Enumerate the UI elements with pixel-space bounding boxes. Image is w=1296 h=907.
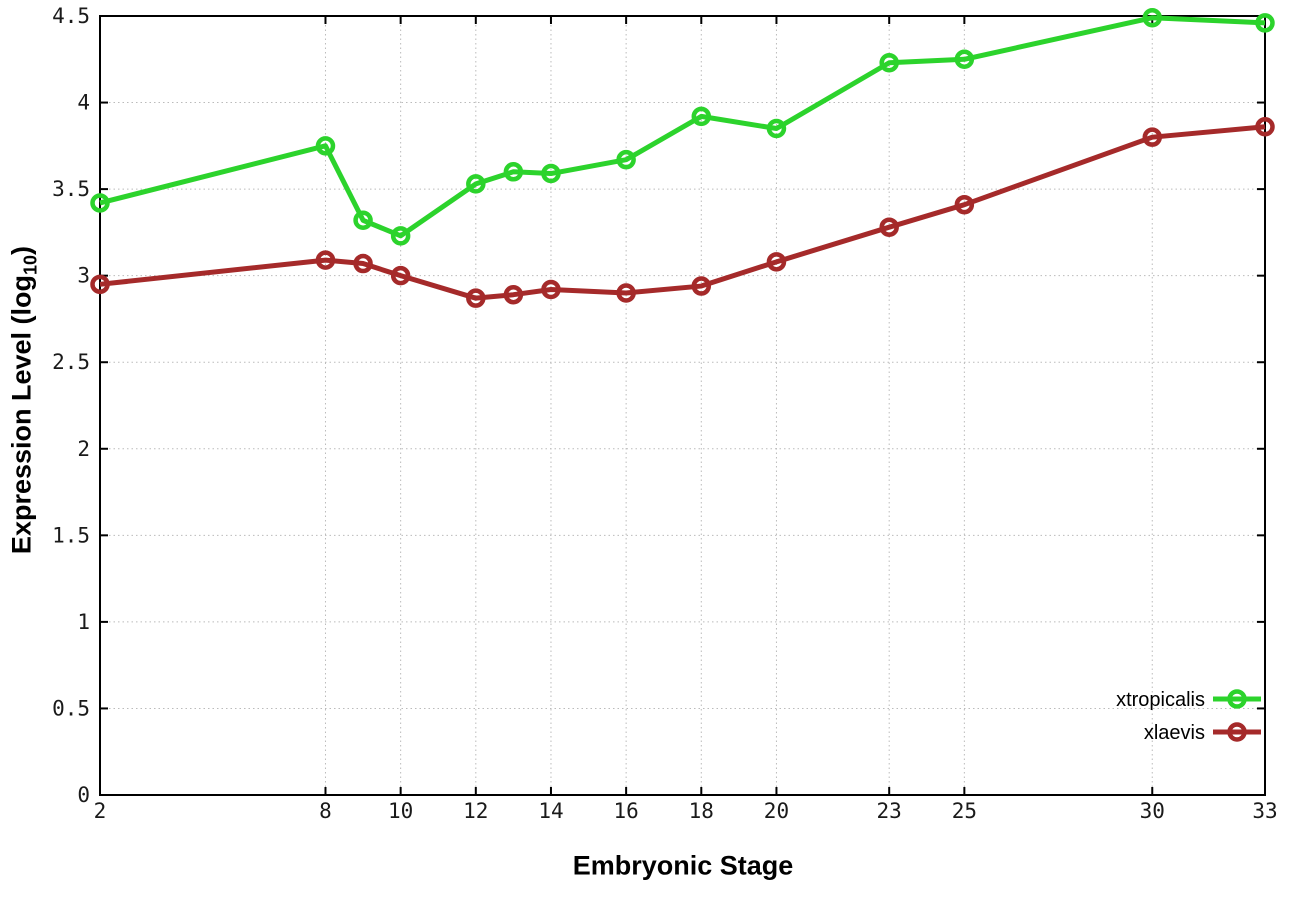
xtropicalis-line	[99, 15, 1266, 239]
xlaevis-marker	[315, 250, 336, 270]
xtropicalis-marker	[315, 136, 336, 156]
series-xlaevis	[90, 117, 1275, 308]
x-tick-label: 8	[319, 799, 332, 823]
x-axis-title: Embryonic Stage	[572, 850, 794, 881]
x-tick-label: 12	[463, 799, 488, 823]
xtropicalis-marker	[691, 106, 712, 127]
xtropicalis-marker	[1255, 13, 1275, 33]
legend-sample-marker-xlaevis	[1227, 722, 1247, 742]
xtropicalis-marker	[616, 149, 636, 170]
y-tick-label: 2.5	[52, 350, 90, 374]
y-tick-label: 3	[77, 264, 90, 288]
y-tick-label: 3.5	[52, 177, 90, 201]
y-axis-title-suffix: )	[6, 245, 37, 255]
legend-label-xtropicalis: xtropicalis	[1116, 689, 1205, 711]
xlaevis-marker	[954, 194, 975, 215]
xtropicalis-marker	[879, 52, 899, 73]
xlaevis-marker	[390, 265, 411, 286]
xlaevis-marker	[541, 279, 561, 300]
xlaevis-marker	[503, 284, 524, 305]
xtropicalis-marker	[954, 49, 975, 70]
xlaevis-marker	[766, 252, 787, 272]
x-tick-label: 33	[1252, 799, 1277, 823]
x-tick-label: 2	[94, 799, 107, 823]
y-tick-label: 0	[77, 783, 90, 807]
xlaevis-marker	[879, 217, 899, 237]
x-tick-label: 20	[764, 799, 789, 823]
x-tick-label: 10	[388, 799, 413, 823]
x-tick-label: 14	[538, 799, 563, 823]
plot-border	[99, 15, 1266, 796]
legend-sample-marker-xtropicalis	[1227, 689, 1247, 709]
y-tick-label: 0.5	[52, 696, 90, 720]
legend: xtropicalis xlaevis	[1116, 689, 1261, 744]
xlaevis-marker	[691, 276, 712, 296]
series-xtropicalis	[90, 7, 1275, 246]
xlaevis-marker	[353, 253, 373, 274]
tick-marks	[99, 15, 1266, 796]
y-axis-title-text: Expression Level (log	[6, 274, 37, 555]
xtropicalis-marker	[503, 162, 524, 182]
y-tick-label: 2	[77, 437, 90, 461]
grid	[99, 15, 1266, 796]
xlaevis-marker	[616, 283, 636, 303]
x-tick-label: 16	[613, 799, 638, 823]
plot-box	[99, 15, 1266, 796]
xtropicalis-marker	[90, 193, 110, 213]
xtropicalis-marker	[390, 226, 411, 246]
y-tick-label: 4.5	[52, 4, 90, 28]
y-axis-title-subscript: 10	[20, 254, 41, 275]
y-tick-labels: 0 0.5 1 1.5 2 2.5 3 3.5 4 4.5	[52, 4, 90, 807]
y-tick-label: 1.5	[52, 523, 90, 547]
xlaevis-line	[99, 124, 1266, 301]
xtropicalis-marker	[353, 210, 373, 231]
xtropicalis-marker	[766, 118, 787, 139]
xtropicalis-marker	[1142, 7, 1163, 28]
x-tick-label: 25	[952, 799, 977, 823]
xlaevis-marker	[1142, 127, 1163, 147]
xlaevis-marker	[1255, 117, 1275, 137]
xlaevis-marker	[466, 288, 486, 308]
y-axis-title: Expression Level (log10)	[6, 246, 41, 554]
xlaevis-marker	[90, 274, 110, 295]
xtropicalis-marker	[466, 174, 486, 194]
x-tick-label: 18	[689, 799, 714, 823]
legend-label-xlaevis: xlaevis	[1144, 722, 1205, 744]
x-tick-label: 30	[1140, 799, 1165, 823]
xtropicalis-marker	[541, 163, 561, 184]
x-tick-labels: 2 8 10 12 14 16 18 20 23 25 30 33	[94, 799, 1278, 823]
y-tick-label: 4	[77, 91, 90, 115]
x-tick-label: 23	[877, 799, 902, 823]
y-tick-label: 1	[77, 610, 90, 634]
